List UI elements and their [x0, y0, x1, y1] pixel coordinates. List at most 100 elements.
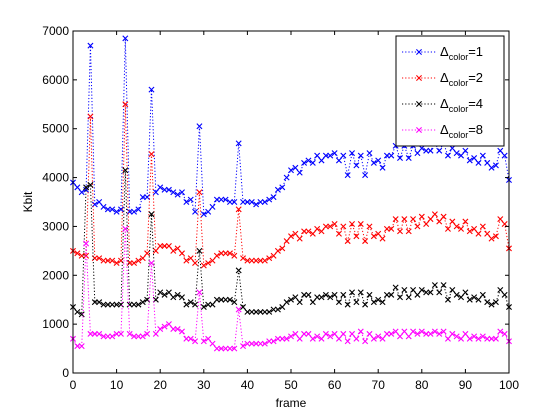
data-point [314, 152, 321, 159]
data-point [366, 150, 373, 157]
data-point [161, 291, 168, 298]
data-point [261, 199, 268, 205]
data-point [253, 340, 260, 347]
data-point [427, 216, 434, 223]
data-point [462, 330, 469, 337]
data-point [375, 333, 382, 340]
data-point [139, 255, 146, 262]
legend-item: Δcolor=4 [402, 96, 483, 114]
data-point [222, 296, 229, 303]
data-point [209, 301, 216, 308]
data-point [253, 308, 260, 315]
data-point [231, 252, 238, 259]
data-point [83, 184, 90, 191]
data-point [161, 323, 168, 330]
data-point [205, 208, 212, 215]
data-point [135, 206, 142, 213]
data-point [222, 345, 229, 352]
data-point [335, 230, 342, 237]
data-point [104, 301, 111, 308]
data-point [109, 301, 116, 308]
legend-box [395, 35, 505, 147]
data-point [100, 301, 107, 308]
data-point [296, 235, 303, 242]
data-point [74, 308, 81, 315]
data-point [196, 189, 203, 196]
data-point [231, 345, 238, 352]
data-point [74, 343, 81, 350]
data-point [270, 338, 277, 345]
data-point [83, 240, 90, 247]
data-point [405, 294, 412, 301]
x-axis-title: frame [276, 396, 307, 410]
data-point [157, 289, 164, 296]
data-point [196, 247, 203, 254]
data-point [301, 291, 308, 298]
data-point [292, 164, 299, 171]
data-point [100, 333, 107, 340]
data-point [244, 199, 251, 205]
data-point [270, 306, 277, 313]
data-point [462, 289, 469, 296]
data-point [388, 291, 395, 298]
data-point [392, 284, 399, 291]
legend-item: Δcolor=1 [402, 44, 483, 62]
data-point [370, 335, 377, 342]
data-point [449, 330, 456, 337]
data-point [235, 206, 242, 213]
data-point [349, 330, 356, 337]
data-point [340, 330, 347, 337]
y-tick-label: 0 [62, 366, 69, 380]
data-point [113, 301, 120, 308]
data-point [235, 140, 242, 147]
data-point [471, 155, 478, 162]
data-point [231, 199, 238, 205]
y-tick-label: 4000 [42, 171, 69, 185]
data-point [349, 289, 356, 296]
data-point [497, 216, 504, 223]
data-point [344, 238, 351, 245]
data-point [357, 328, 364, 335]
legend-marker [416, 127, 422, 133]
data-point [392, 328, 399, 335]
data-point [436, 147, 443, 154]
data-point [261, 257, 268, 264]
data-point [218, 250, 225, 257]
data-point [91, 330, 98, 337]
legend-marker [416, 101, 422, 107]
data-point [179, 250, 185, 257]
data-point [283, 335, 290, 342]
data-point [401, 216, 408, 223]
data-point [240, 255, 247, 262]
data-point [353, 162, 360, 169]
data-point [209, 257, 216, 264]
legend-label: Δcolor=2 [440, 70, 483, 88]
data-point [226, 199, 233, 205]
data-point [397, 228, 403, 235]
data-point [462, 218, 469, 225]
data-point [331, 150, 338, 157]
y-tick-label: 3000 [42, 219, 69, 233]
data-point [370, 159, 377, 166]
data-point [288, 333, 294, 340]
data-point [109, 333, 116, 340]
data-point [414, 150, 421, 157]
data-point [87, 330, 94, 337]
data-point [161, 242, 168, 249]
data-point [96, 199, 103, 205]
data-point [458, 335, 465, 342]
data-point [335, 157, 342, 164]
data-point [475, 296, 482, 303]
data-point [288, 233, 294, 240]
data-point [109, 257, 116, 264]
data-point [83, 186, 90, 193]
data-point [148, 211, 155, 218]
data-point [449, 145, 456, 152]
data-point [449, 218, 456, 225]
data-point [283, 238, 290, 245]
data-point [74, 250, 81, 257]
data-point [488, 235, 495, 242]
data-point [174, 291, 181, 298]
data-point [479, 152, 486, 159]
